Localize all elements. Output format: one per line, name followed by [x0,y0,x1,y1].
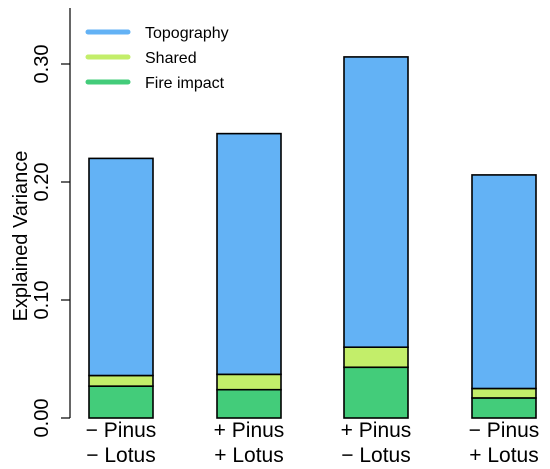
x-category-labels: − Pinus− Lotus+ Pinus+ Lotus+ Pinus− Lot… [86,419,540,467]
x-category-label-1-0: + Pinus [214,419,285,442]
bar-fire-impact-3 [471,397,537,419]
y-tick-label-0: 0.00 [31,399,53,438]
bar-topography-0 [88,157,154,377]
bar-fire-impact-0 [88,385,154,419]
x-category-label-2-1: − Lotus [341,444,410,467]
bar-shared-3 [471,387,537,399]
legend-label-fire-impact: Fire impact [145,75,225,92]
bar-fire-impact-1 [216,388,282,419]
x-category-label-2-0: + Pinus [341,419,412,442]
y-tick-label-1: 0.10 [31,281,53,320]
x-category-label-1-1: + Lotus [214,444,283,467]
x-category-label-0-1: − Lotus [86,444,155,467]
bars [88,56,537,419]
x-category-label-3-0: − Pinus [469,419,540,442]
bar-shared-1 [216,373,282,391]
legend-label-topography: Topography [145,25,229,42]
bar-shared-0 [88,374,154,387]
bar-shared-2 [343,346,409,369]
y-tick-label-2: 0.20 [31,163,53,202]
bar-topography-3 [471,174,537,390]
legend: Topography Shared Fire impact [85,25,229,92]
bar-topography-1 [216,132,282,376]
legend-label-shared: Shared [145,50,197,67]
y-tick-label-3: 0.30 [31,45,53,84]
y-axis-title: Explained Variance [10,151,32,322]
x-category-label-0-0: − Pinus [86,419,157,442]
x-category-label-3-1: + Lotus [469,444,538,467]
bar-topography-2 [343,56,409,348]
y-axis: 0.00 0.10 0.20 0.30 Explained Variance [10,8,71,438]
bar-fire-impact-2 [343,366,409,419]
